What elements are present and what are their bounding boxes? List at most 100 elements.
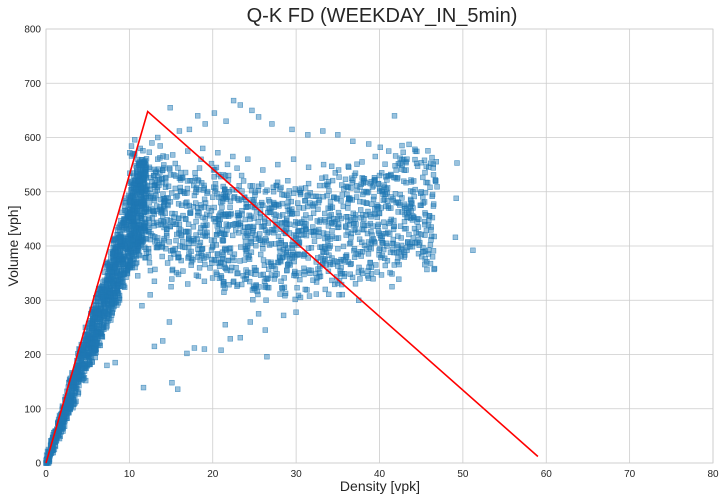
scatter-point	[345, 163, 351, 169]
scatter-point	[284, 226, 290, 232]
scatter-point	[274, 259, 281, 266]
scatter-point	[290, 156, 297, 162]
scatter-point	[399, 142, 405, 149]
scatter-point	[297, 294, 304, 301]
scatter-point	[376, 247, 382, 253]
scatter-point	[127, 150, 133, 156]
scatter-point	[134, 201, 140, 207]
scatter-point	[262, 227, 269, 233]
scatter-point	[424, 258, 430, 265]
scatter-point	[226, 246, 233, 252]
scatter-point	[352, 281, 359, 287]
scatter-point	[151, 343, 158, 350]
scatter-point	[230, 232, 236, 239]
scatter-point	[178, 188, 184, 195]
scatter-point	[146, 149, 152, 155]
scatter-point	[320, 248, 326, 255]
scatter-point	[350, 220, 357, 227]
scatter-point	[219, 249, 226, 255]
scatter-point	[240, 228, 246, 234]
scatter-point	[137, 191, 143, 197]
scatter-point	[211, 237, 218, 244]
scatter-point	[159, 253, 165, 260]
scatter-point	[200, 145, 206, 152]
scatter-point	[176, 221, 183, 227]
scatter-point	[339, 291, 345, 298]
scatter-point	[286, 188, 292, 194]
scatter-point	[280, 312, 287, 319]
scatter-point	[274, 271, 280, 277]
scatter-point	[209, 275, 216, 281]
scatter-point	[252, 192, 258, 198]
scatter-point	[395, 233, 401, 239]
scatter-point	[403, 225, 409, 232]
scatter-point	[186, 229, 192, 235]
scatter-point	[118, 283, 124, 289]
scatter-point	[191, 345, 198, 351]
scatter-point	[171, 251, 177, 257]
scatter-point	[361, 242, 368, 249]
scatter-point	[169, 379, 175, 386]
scatter-point	[359, 239, 365, 245]
scatter-point	[427, 242, 434, 248]
y-tick-label: 700	[24, 79, 41, 90]
scatter-point	[211, 184, 217, 190]
scatter-point	[205, 188, 211, 195]
scatter-point	[345, 259, 352, 265]
scatter-point	[357, 276, 363, 282]
scatter-point	[433, 159, 439, 165]
scatter-point	[152, 169, 159, 176]
scatter-point	[166, 239, 172, 245]
scatter-point	[192, 170, 198, 176]
scatter-point	[127, 256, 133, 263]
scatter-point	[224, 161, 231, 168]
scatter-point	[227, 249, 233, 255]
scatter-point	[220, 282, 226, 289]
scatter-point	[284, 254, 290, 260]
scatter-point	[411, 193, 417, 200]
scatter-point	[400, 149, 406, 155]
x-tick-labels: 0 10 20 30 40 50 60 70 80	[43, 469, 719, 480]
scatter-point	[195, 273, 202, 280]
scatter-point	[218, 273, 224, 279]
scatter-point	[59, 423, 66, 430]
scatter-point	[59, 416, 66, 423]
scatter-point	[302, 227, 308, 233]
scatter-point	[133, 239, 139, 245]
scatter-point	[310, 193, 316, 199]
scatter-point	[278, 221, 285, 227]
scatter-point	[127, 236, 133, 243]
scatter-point	[126, 232, 133, 238]
scatter-point	[385, 220, 392, 227]
scatter-point	[176, 175, 183, 181]
scatter-point	[83, 343, 90, 349]
scatter-point	[397, 155, 403, 161]
scatter-point	[290, 190, 297, 196]
scatter-point	[365, 189, 372, 195]
scatter-point	[278, 237, 284, 244]
scatter-point	[252, 271, 258, 277]
scatter-point	[236, 230, 242, 236]
scatter-point	[152, 182, 158, 188]
scatter-point	[245, 243, 251, 249]
scatter-point	[253, 282, 259, 288]
scatter-point	[244, 245, 250, 251]
scatter-point	[174, 193, 181, 199]
scatter-point	[326, 245, 332, 251]
scatter-point	[352, 226, 359, 233]
scatter-point	[396, 249, 402, 255]
scatter-point	[105, 318, 111, 324]
scatter-point	[135, 210, 141, 217]
scatter-point	[263, 297, 269, 303]
scatter-point	[324, 234, 331, 240]
scatter-point	[161, 165, 167, 171]
scatter-point	[150, 207, 156, 214]
scatter-point	[169, 276, 175, 282]
scatter-point	[193, 186, 199, 192]
scatter-point	[396, 276, 402, 282]
scatter-point	[371, 238, 377, 245]
scatter-point	[305, 180, 312, 187]
x-tick-label: 50	[457, 469, 469, 480]
scatter-point	[285, 194, 292, 200]
scatter-point	[325, 291, 332, 297]
